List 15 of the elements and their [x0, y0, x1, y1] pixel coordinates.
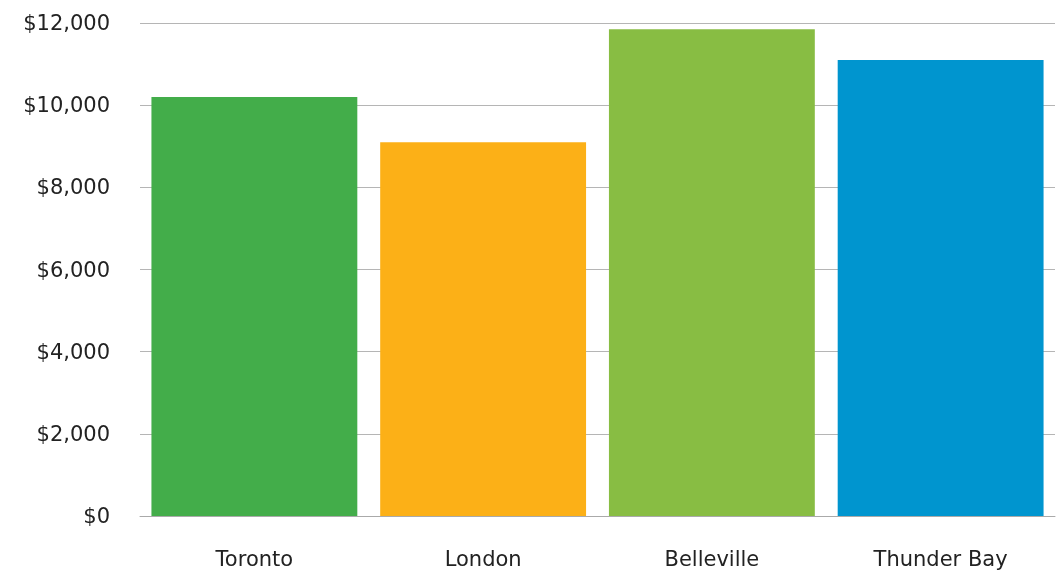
x-tick-label: Thunder Bay — [872, 546, 1008, 571]
x-tick-label: Belleville — [664, 546, 760, 571]
y-tick-label: $12,000 — [23, 11, 110, 35]
x-tick-label: Toronto — [214, 546, 294, 571]
bar — [380, 142, 587, 516]
y-tick-label: $10,000 — [23, 93, 110, 118]
y-tick-label: $8,000 — [36, 175, 110, 200]
bar — [837, 59, 1044, 516]
y-tick-label: $4,000 — [36, 339, 110, 364]
bar — [151, 96, 358, 516]
y-tick-label: $0 — [83, 504, 110, 528]
y-tick-label: $6,000 — [36, 257, 110, 282]
bar — [608, 29, 815, 516]
x-tick-label: London — [444, 546, 522, 571]
y-tick-label: $2,000 — [36, 421, 110, 446]
